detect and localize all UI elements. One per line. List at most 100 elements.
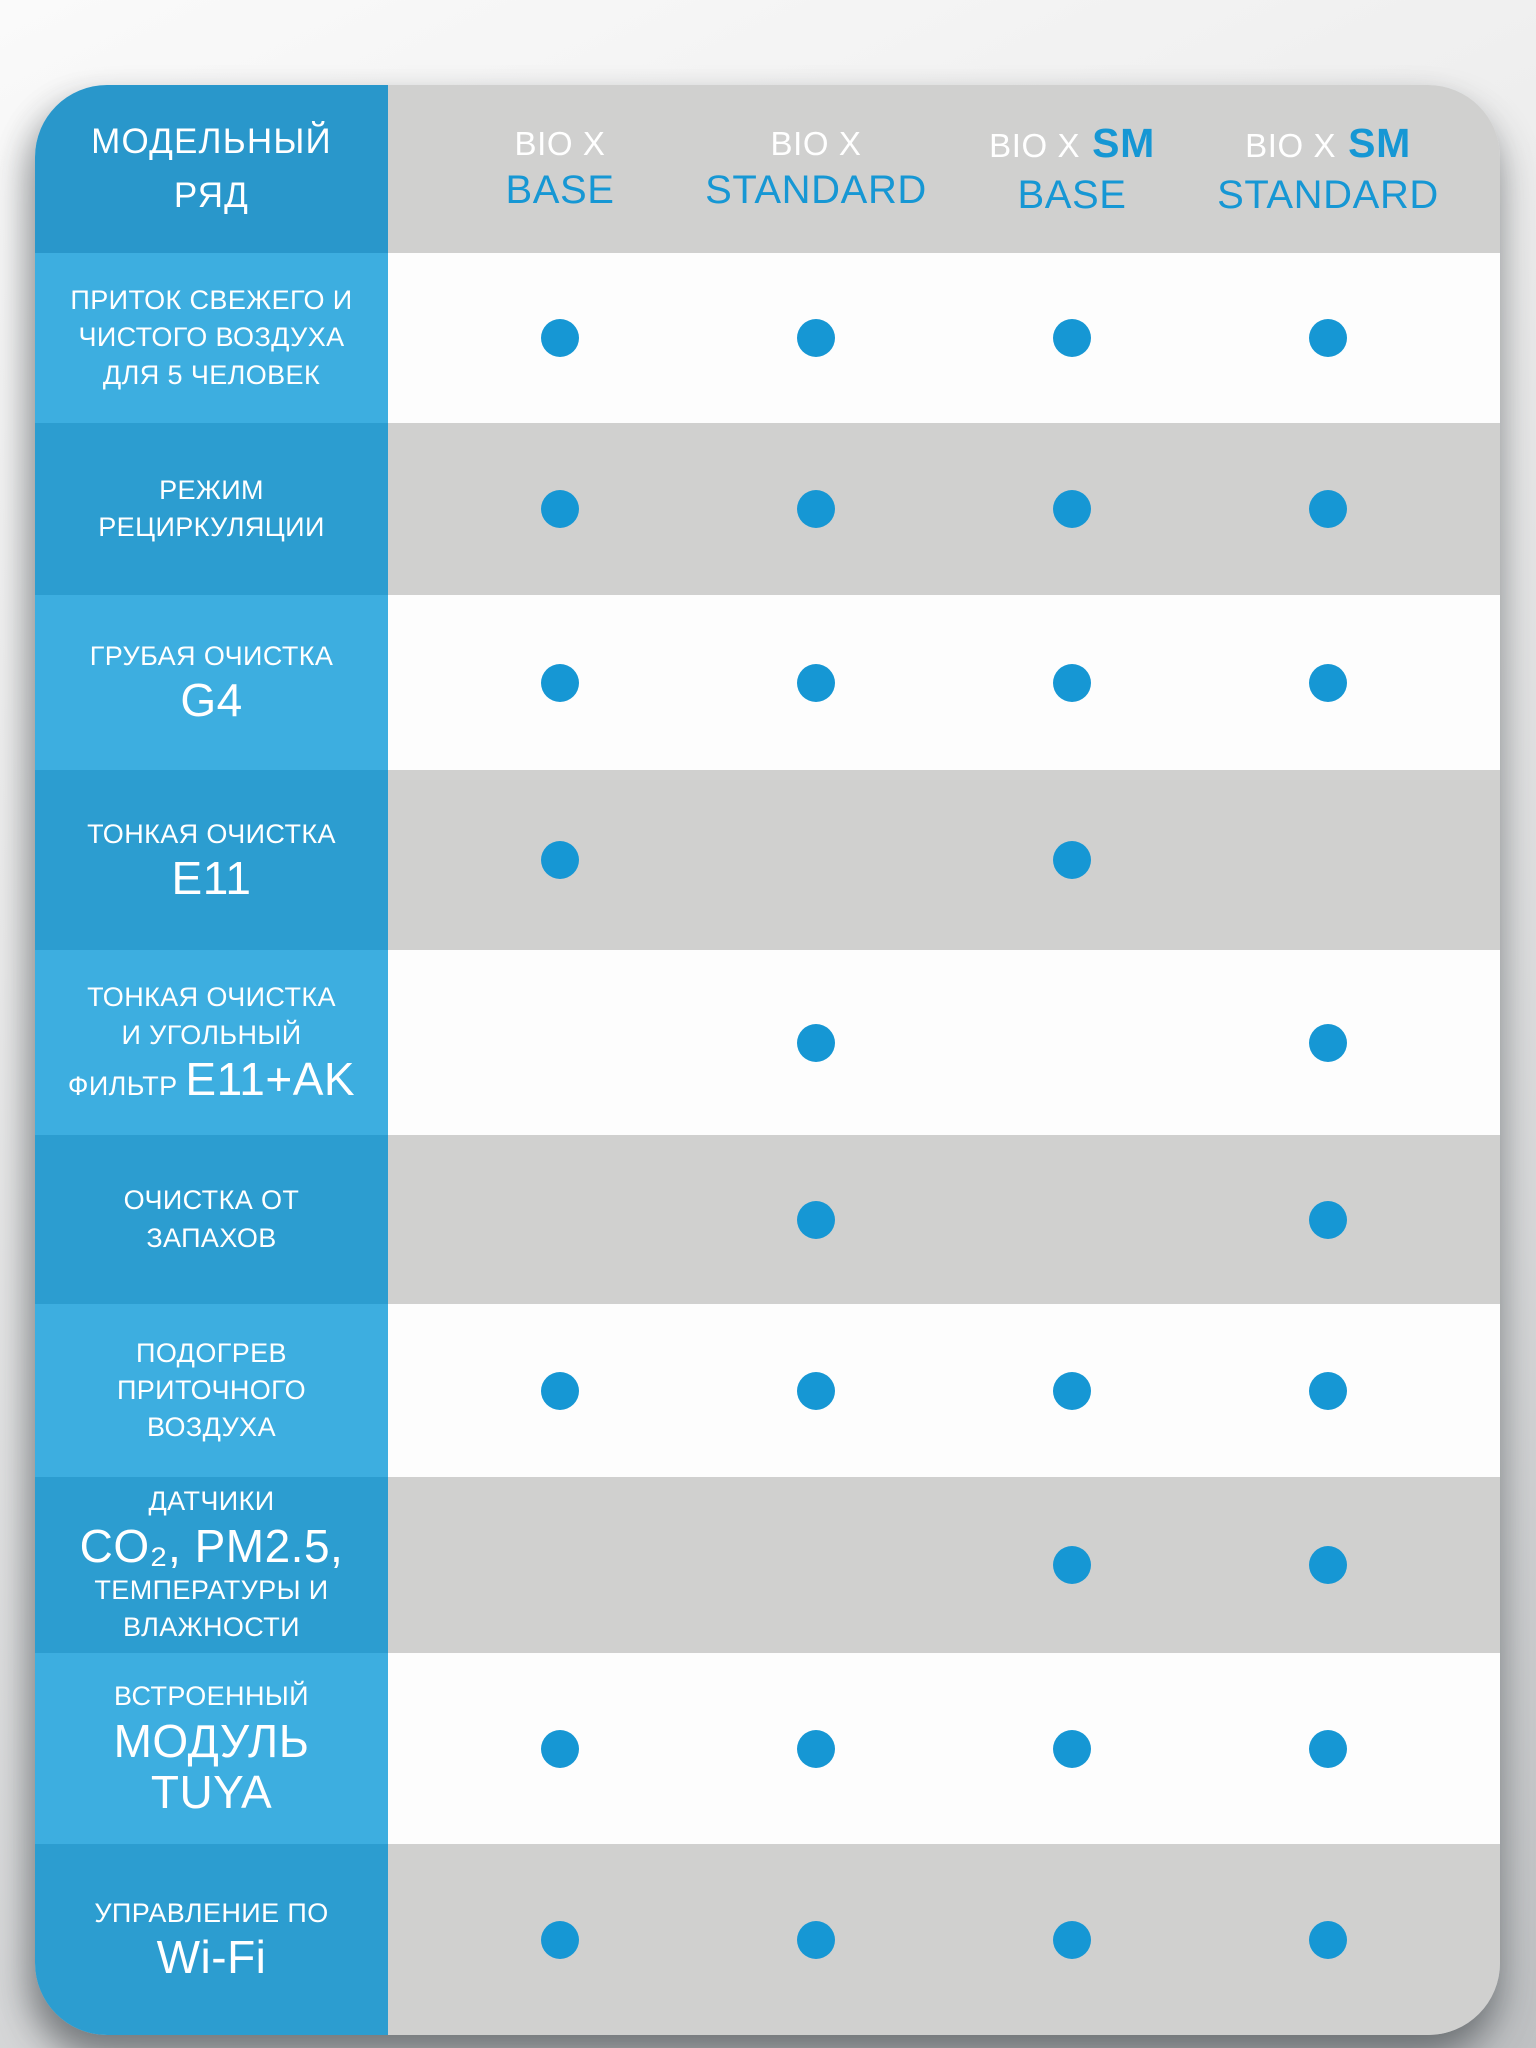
- model-column-header: BIO X SM BASE: [944, 85, 1200, 253]
- value-cell: [944, 1477, 1200, 1653]
- feature-label-segment: ТОНКАЯ ОЧИСТКА: [87, 818, 336, 849]
- feature-label-segment: ДЛЯ 5 ЧЕЛОВЕК: [102, 359, 321, 390]
- feature-label-segment: РЕЦИРКУЛЯЦИИ: [98, 512, 325, 542]
- value-band: [388, 770, 1500, 950]
- feature-label-line: ПРИТОК СВЕЖЕГО И: [70, 282, 352, 319]
- availability-dot-icon: [1309, 319, 1347, 357]
- availability-dot-icon: [1309, 490, 1347, 528]
- feature-label-segment: ПОДОГРЕВ: [136, 1337, 287, 1368]
- feature-label-line: E11: [172, 852, 252, 905]
- feature-label-line: ТОНКАЯ ОЧИСТКА: [87, 816, 336, 853]
- availability-dot-icon: [1309, 1023, 1347, 1062]
- feature-label-line: Wi-Fi: [157, 1932, 267, 1984]
- value-cell: [432, 1135, 688, 1304]
- value-cell: [688, 423, 944, 595]
- availability-dot-icon: [797, 1920, 835, 1959]
- value-cell: [688, 595, 944, 770]
- value-band: [388, 1844, 1500, 2035]
- feature-cell: ПРИТОК СВЕЖЕГО И ЧИСТОГО ВОЗДУХА ДЛЯ 5 ЧЕЛ…: [35, 253, 388, 423]
- table-row: ДАТЧИКИ CO₂, PM2.5, ТЕМПЕРАТУРЫ И ВЛАЖНОСТИ: [35, 1477, 1500, 1653]
- feature-label-line: ОЧИСТКА ОТ: [124, 1182, 300, 1219]
- feature-label-segment: ВОЗДУХА: [147, 1412, 276, 1443]
- brand-label: BIO X: [770, 125, 862, 163]
- variant-label: STANDARD: [1217, 172, 1439, 217]
- feature-label-segment: E11+AK: [185, 1052, 356, 1105]
- feature-cell: ТОНКАЯ ОЧИСТКА E11: [35, 770, 388, 950]
- availability-dot-icon: [1309, 1920, 1347, 1959]
- feature-label-line: РЕЖИМ: [159, 472, 264, 509]
- value-cell: [1200, 1844, 1456, 2035]
- availability-dot-icon: [797, 1371, 835, 1410]
- availability-dot-icon: [797, 1200, 835, 1239]
- variant-label: STANDARD: [705, 167, 927, 212]
- table-row: ТОНКАЯ ОЧИСТКА E11: [35, 770, 1500, 950]
- feature-label-line: РЕЦИРКУЛЯЦИИ: [98, 509, 325, 546]
- feature-label-segment: ПРИТОЧНОГО: [116, 1374, 307, 1405]
- value-band: [388, 253, 1500, 423]
- availability-dot-icon: [1053, 1371, 1091, 1410]
- table-row: РЕЖИМ РЕЦИРКУЛЯЦИИ: [35, 423, 1500, 595]
- brand-label: BIO X: [1245, 127, 1337, 165]
- feature-label-line: ПРИТОЧНОГО: [117, 1372, 306, 1409]
- feature-label-segment: МОДУЛЬ: [113, 1714, 310, 1767]
- feature-label-segment: G4: [180, 674, 243, 727]
- feature-label-line: G4: [180, 675, 242, 727]
- feature-label-segment: ТОНКАЯ ОЧИСТКА: [87, 982, 336, 1013]
- feature-label-line: TUYA: [150, 1766, 273, 1819]
- feature-label-line: ТЕМПЕРАТУРЫ И: [94, 1572, 328, 1609]
- feature-label-segment: ВЛАЖНОСТИ: [123, 1612, 300, 1643]
- value-cell: [432, 423, 688, 595]
- value-band: [388, 423, 1500, 595]
- feature-label-line: И УГОЛЬНЫЙ: [121, 1017, 301, 1054]
- value-band: [388, 950, 1500, 1135]
- table-row: ГРУБАЯ ОЧИСТКА G4: [35, 595, 1500, 770]
- value-band: [388, 1477, 1500, 1653]
- feature-label-segment: И УГОЛЬНЫЙ: [121, 1019, 302, 1050]
- feature-label-segment: ФИЛЬТР: [67, 1070, 186, 1101]
- model-column-header: BIO X STANDARD: [688, 85, 944, 253]
- availability-dot-icon: [797, 1023, 835, 1062]
- brand-label: BIO X: [514, 125, 606, 163]
- feature-cell: ПОДОГРЕВ ПРИТОЧНОГО ВОЗДУХА: [35, 1304, 388, 1477]
- feature-cell: ТОНКАЯ ОЧИСТКА И УГОЛЬНЫЙ ФИЛЬТР E11+AK: [35, 950, 388, 1135]
- feature-label-line: CO₂, PM2.5,: [80, 1520, 344, 1573]
- value-band: [388, 1135, 1500, 1304]
- value-cell: [432, 1844, 688, 2035]
- availability-dot-icon: [1053, 1546, 1091, 1584]
- availability-dot-icon: [1053, 319, 1091, 357]
- availability-dot-icon: [1053, 841, 1091, 879]
- value-cell: [432, 950, 688, 1135]
- feature-label-line: ДЛЯ 5 ЧЕЛОВЕК: [103, 357, 320, 394]
- availability-dot-icon: [797, 663, 835, 702]
- value-band: [388, 595, 1500, 770]
- feature-label-segment: УПРАВЛЕНИЕ ПО: [94, 1898, 329, 1929]
- model-brand-line: BIO X SM: [1245, 118, 1411, 169]
- value-cell: [1200, 770, 1456, 950]
- value-cell: [944, 595, 1200, 770]
- variant-label: BASE: [1017, 172, 1127, 217]
- value-cell: [432, 770, 688, 950]
- availability-dot-icon: [1309, 1371, 1347, 1410]
- availability-dot-icon: [541, 663, 579, 702]
- value-band: [388, 1304, 1500, 1477]
- feature-label-segment: TUYA: [150, 1766, 273, 1819]
- value-band: [388, 1653, 1500, 1844]
- value-cell: [432, 253, 688, 423]
- feature-header-label-line1: МОДЕЛЬНЫЙ: [91, 121, 332, 161]
- table-rows: ПРИТОК СВЕЖЕГО И ЧИСТОГО ВОЗДУХА ДЛЯ 5 ЧЕЛ…: [35, 253, 1500, 2035]
- availability-dot-icon: [1309, 663, 1347, 702]
- value-cell: [688, 1135, 944, 1304]
- feature-cell: ВСТРОЕННЫЙ МОДУЛЬ TUYA: [35, 1653, 388, 1844]
- availability-dot-icon: [1309, 1546, 1347, 1584]
- value-cell: [944, 1844, 1200, 2035]
- table-header-row: МОДЕЛЬНЫЙ РЯД BIO X BASE BIO X STANDARD BIO …: [35, 85, 1500, 253]
- value-cell: [688, 253, 944, 423]
- value-cell: [1200, 1477, 1456, 1653]
- availability-dot-icon: [797, 490, 835, 528]
- sm-badge: SM: [1336, 120, 1411, 167]
- feature-cell: ГРУБАЯ ОЧИСТКА G4: [35, 595, 388, 770]
- availability-dot-icon: [541, 1371, 579, 1410]
- feature-label-line: ФИЛЬТР E11+AK: [67, 1052, 356, 1106]
- availability-dot-icon: [1309, 1729, 1347, 1768]
